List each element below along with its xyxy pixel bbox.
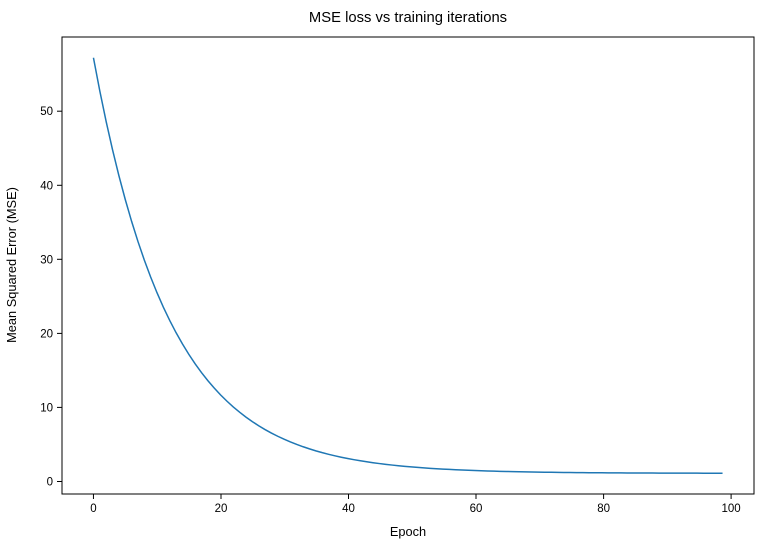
svg-text:40: 40 bbox=[342, 503, 355, 515]
svg-text:80: 80 bbox=[597, 503, 610, 515]
svg-text:0: 0 bbox=[90, 503, 96, 515]
svg-text:10: 10 bbox=[40, 402, 53, 414]
svg-text:60: 60 bbox=[470, 503, 483, 515]
svg-text:100: 100 bbox=[722, 503, 741, 515]
svg-text:30: 30 bbox=[40, 254, 53, 266]
svg-text:Mean Squared Error (MSE): Mean Squared Error (MSE) bbox=[4, 187, 19, 343]
svg-text:40: 40 bbox=[40, 180, 53, 192]
svg-text:Epoch: Epoch bbox=[390, 524, 426, 539]
svg-text:20: 20 bbox=[40, 328, 53, 340]
svg-text:50: 50 bbox=[40, 106, 53, 118]
svg-text:MSE loss vs training iteration: MSE loss vs training iterations bbox=[309, 10, 507, 26]
svg-text:0: 0 bbox=[47, 477, 53, 489]
svg-text:20: 20 bbox=[215, 503, 228, 515]
